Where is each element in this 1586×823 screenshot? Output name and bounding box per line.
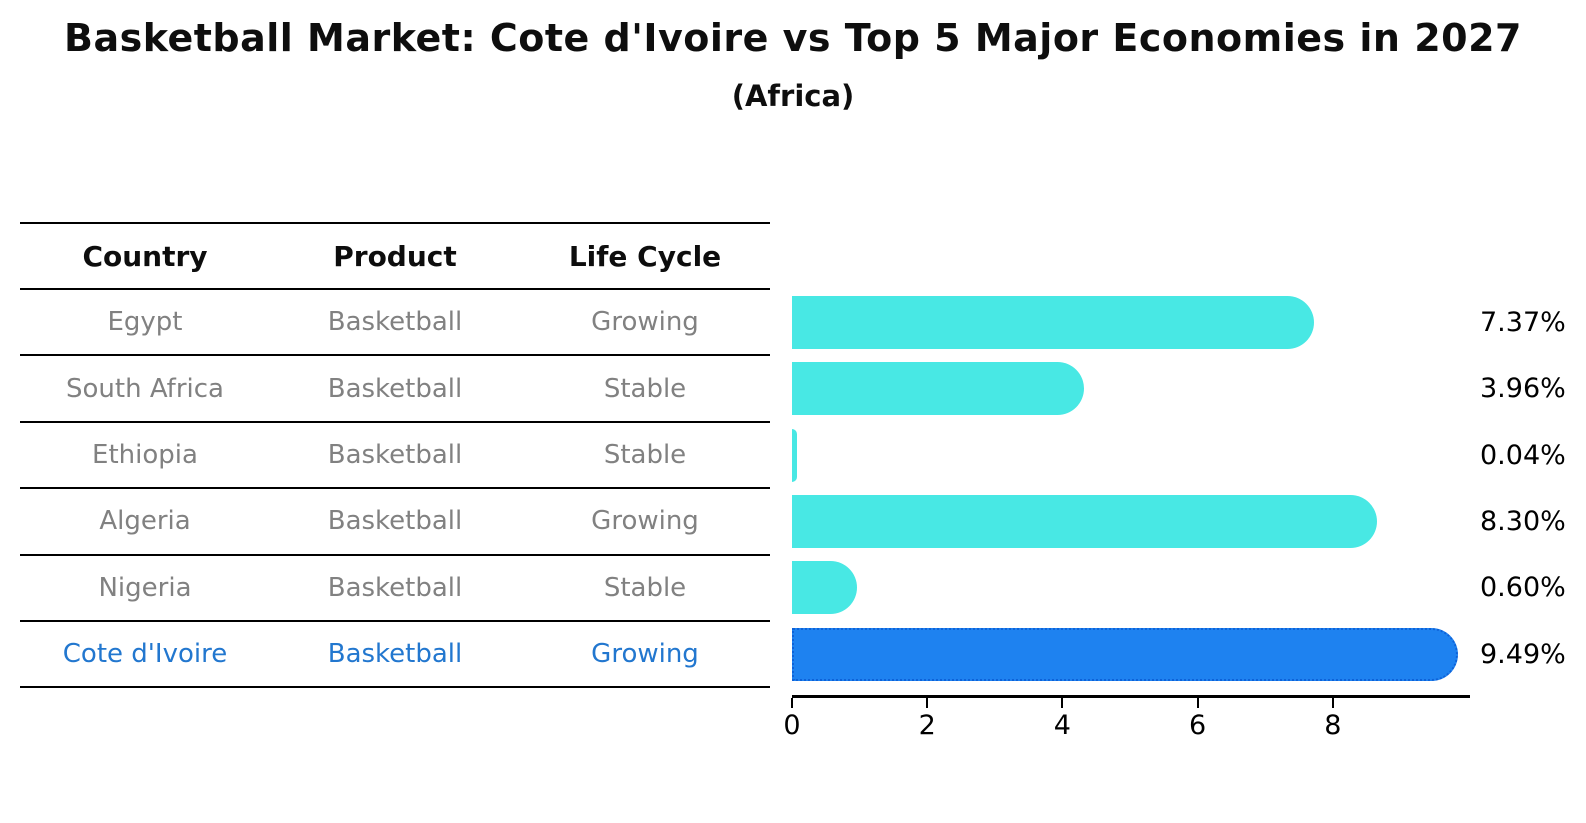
- x-axis-tick: [791, 698, 793, 708]
- bar: [792, 494, 1378, 548]
- table-cell-product: Basketball: [327, 506, 463, 537]
- table-row: Nigeria Basketball Stable: [20, 556, 770, 622]
- bar: [792, 362, 1084, 416]
- country-table: Country Product Life Cycle Egypt Basketba…: [20, 222, 770, 689]
- bar: [792, 428, 797, 482]
- bar: [792, 561, 857, 615]
- table-cell-life-cycle: Stable: [603, 572, 687, 603]
- bar-value-label: 0.04%: [1480, 439, 1566, 471]
- bar-value-label: 0.60%: [1480, 572, 1566, 604]
- table-cell-country: Ethiopia: [92, 439, 198, 470]
- x-axis-tick-label: 8: [1324, 710, 1342, 741]
- bar-value-label: 7.37%: [1480, 306, 1566, 338]
- column-header-life-cycle: Life Cycle: [568, 239, 722, 273]
- bar: [792, 295, 1315, 349]
- chart-subtitle: (Africa): [731, 79, 855, 113]
- table-cell-product: Basketball: [327, 572, 463, 603]
- table-cell-product: Basketball: [327, 373, 463, 404]
- table-cell-product: Basketball: [327, 639, 463, 670]
- bar-value-label: 3.96%: [1480, 373, 1566, 405]
- table-row: Cote d'Ivoire Basketball Growing: [20, 622, 770, 689]
- table-row: Egypt Basketball Growing: [20, 290, 770, 357]
- bar-cote-divoire-highlight: [792, 627, 1458, 681]
- table-row: Ethiopia Basketball Stable: [20, 423, 770, 490]
- x-axis-tick: [926, 698, 929, 708]
- x-axis-tick: [1331, 698, 1334, 708]
- bar-value-label: 8.30%: [1480, 505, 1566, 537]
- chart-title: Basketball Market: Cote d'Ivoire vs Top …: [64, 16, 1522, 60]
- column-header-country: Country: [82, 239, 208, 273]
- x-axis-line: [792, 695, 1470, 698]
- table-cell-product: Basketball: [327, 307, 463, 338]
- table-header-row: Country Product Life Cycle: [20, 222, 770, 290]
- table-row: South Africa Basketball Stable: [20, 356, 770, 423]
- table-row: Algeria Basketball Growing: [20, 489, 770, 556]
- x-axis-tick-label: 6: [1189, 710, 1207, 741]
- x-axis-tick: [1196, 698, 1199, 708]
- table-cell-life-cycle: Growing: [591, 506, 699, 537]
- x-axis-tick-label: 4: [1053, 710, 1071, 741]
- table-cell-product: Basketball: [327, 439, 463, 470]
- table-cell-country: Cote d'Ivoire: [62, 639, 228, 670]
- column-header-product: Product: [333, 239, 457, 273]
- table-cell-life-cycle: Stable: [603, 439, 687, 470]
- table-cell-life-cycle: Growing: [591, 639, 699, 670]
- table-cell-country: Egypt: [107, 307, 183, 338]
- x-axis-tick-label: 2: [918, 710, 936, 741]
- bar-chart: 7.37% 3.96% 0.04% 8.30% 0.60% 9.49% 0 2 4 6 8: [783, 290, 1586, 760]
- table-cell-life-cycle: Growing: [591, 307, 699, 338]
- table-body: Egypt Basketball Growing South Africa Basket…: [20, 290, 770, 689]
- x-axis-tick: [1061, 698, 1064, 708]
- bar-value-label: 9.49%: [1480, 638, 1566, 670]
- table-cell-country: Nigeria: [98, 572, 192, 603]
- table-cell-country: Algeria: [99, 506, 191, 537]
- table-cell-life-cycle: Stable: [603, 373, 687, 404]
- x-axis-tick-label: 0: [783, 710, 801, 741]
- table-cell-country: South Africa: [66, 373, 224, 404]
